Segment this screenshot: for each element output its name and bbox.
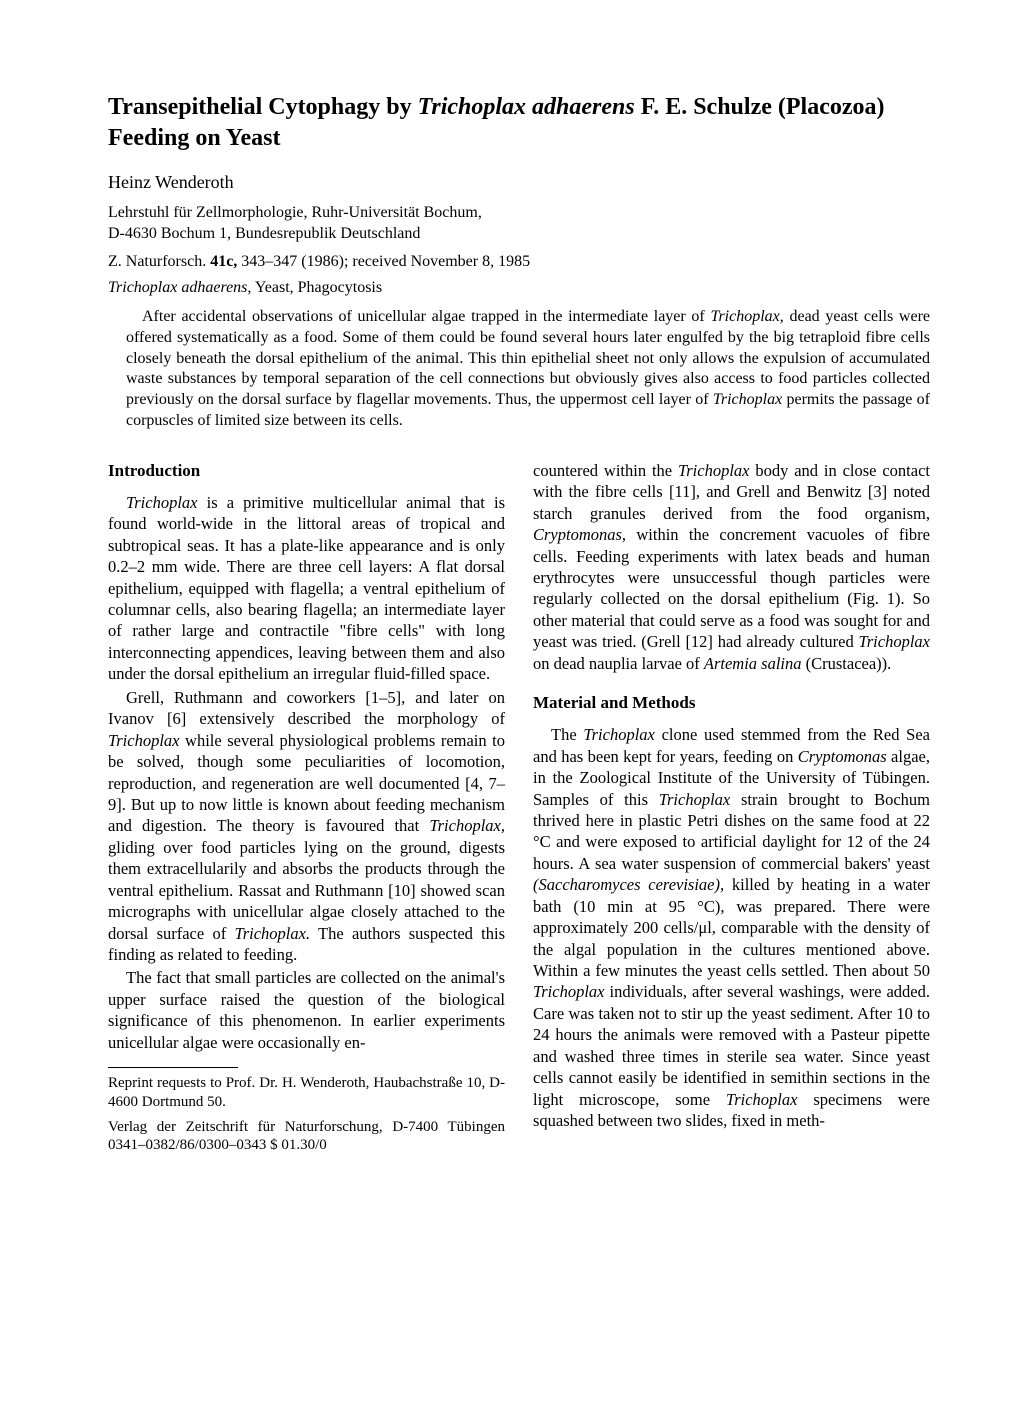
material-methods-paragraph: The Trichoplax clone used stemmed from t… [533, 724, 930, 1131]
left-column: Introduction Trichoplax is a primitive m… [108, 460, 505, 1155]
author-name: Heinz Wenderoth [108, 172, 930, 193]
introduction-heading: Introduction [108, 460, 505, 482]
citation-journal: Z. Naturforsch. [108, 253, 210, 270]
keywords-rest: Yeast, Phagocytosis [251, 279, 382, 296]
keywords-italic: Trichoplax adhaerens, [108, 279, 251, 296]
two-column-body: Introduction Trichoplax is a primitive m… [108, 460, 930, 1155]
affiliation-line1: Lehrstuhl für Zellmorphologie, Ruhr-Univ… [108, 204, 482, 221]
intro-paragraph-3: The fact that small particles are collec… [108, 967, 505, 1053]
abstract: After accidental observations of unicell… [108, 307, 930, 432]
title-part1: Transepithelial Cytophagy by [108, 94, 418, 120]
citation-volume: 41c, [210, 253, 237, 270]
citation: Z. Naturforsch. 41c, 343–347 (1986); rec… [108, 253, 930, 271]
affiliation: Lehrstuhl für Zellmorphologie, Ruhr-Univ… [108, 203, 930, 245]
article-title: Transepithelial Cytophagy by Trichoplax … [108, 92, 930, 154]
title-species: Trichoplax adhaerens [418, 94, 635, 120]
reprint-footnote: Reprint requests to Prof. Dr. H. Wendero… [108, 1074, 505, 1112]
abstract-text: After accidental observations of unicell… [126, 307, 930, 432]
publisher-footnote: Verlag der Zeitschrift für Naturforschun… [108, 1118, 505, 1156]
intro-paragraph-1: Trichoplax is a primitive multicellular … [108, 492, 505, 685]
footnote-rule [108, 1067, 238, 1068]
keywords: Trichoplax adhaerens, Yeast, Phagocytosi… [108, 279, 930, 297]
affiliation-line2: D-4630 Bochum 1, Bundesrepublik Deutschl… [108, 225, 420, 242]
intro-continuation: countered within the Trichoplax body and… [533, 460, 930, 674]
right-column: countered within the Trichoplax body and… [533, 460, 930, 1155]
material-methods-heading: Material and Methods [533, 692, 930, 714]
intro-paragraph-2: Grell, Ruthmann and coworkers [1–5], and… [108, 687, 505, 966]
citation-pages: 343–347 (1986); received November 8, 198… [237, 253, 530, 270]
